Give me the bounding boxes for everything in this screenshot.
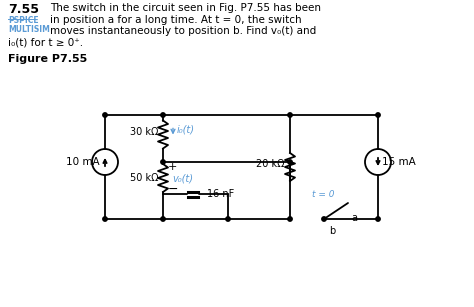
Circle shape: [288, 113, 292, 117]
Text: in position a for a long time. At t = 0, the switch: in position a for a long time. At t = 0,…: [50, 14, 301, 25]
Text: Figure P7.55: Figure P7.55: [8, 54, 87, 64]
Text: moves instantaneously to position b. Find v₀(t) and: moves instantaneously to position b. Fin…: [50, 26, 316, 36]
Text: The switch in the circuit seen in Fig. P7.55 has been: The switch in the circuit seen in Fig. P…: [50, 3, 321, 13]
Circle shape: [288, 160, 292, 164]
Circle shape: [103, 217, 107, 221]
Text: i₀(t) for t ≥ 0⁺.: i₀(t) for t ≥ 0⁺.: [8, 37, 83, 48]
Circle shape: [322, 217, 326, 221]
Text: 15 mA: 15 mA: [382, 157, 416, 167]
Text: b: b: [329, 226, 335, 236]
Text: 50 kΩ: 50 kΩ: [129, 173, 158, 183]
Text: 20 kΩ: 20 kΩ: [256, 159, 285, 169]
Text: 16 nF: 16 nF: [207, 189, 234, 199]
Text: a: a: [351, 213, 357, 223]
Circle shape: [288, 217, 292, 221]
Text: 30 kΩ: 30 kΩ: [129, 126, 158, 137]
Circle shape: [226, 217, 230, 221]
Text: t = 0: t = 0: [312, 190, 335, 199]
Circle shape: [161, 160, 165, 164]
Circle shape: [161, 113, 165, 117]
Text: −: −: [168, 182, 179, 196]
Circle shape: [161, 217, 165, 221]
Circle shape: [376, 217, 380, 221]
Circle shape: [376, 113, 380, 117]
Circle shape: [103, 113, 107, 117]
Text: i₀(t): i₀(t): [177, 125, 195, 134]
Text: v₀(t): v₀(t): [172, 173, 193, 183]
Text: 7.55: 7.55: [8, 3, 39, 16]
Text: +: +: [168, 162, 177, 172]
Text: MULTISIM: MULTISIM: [8, 25, 50, 34]
Text: PSPICE: PSPICE: [8, 16, 38, 25]
Text: 10 mA: 10 mA: [66, 157, 100, 167]
